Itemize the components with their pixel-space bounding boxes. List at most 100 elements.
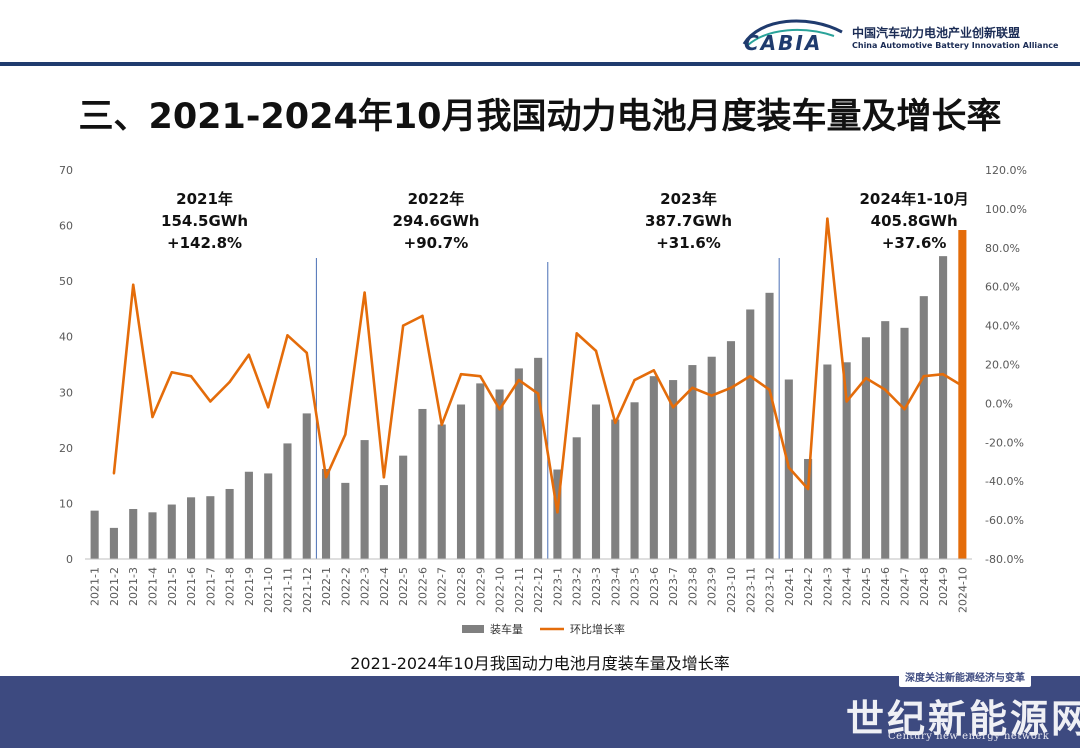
growth-point-2023-7 bbox=[671, 406, 675, 409]
bar-2021-9 bbox=[244, 471, 253, 559]
growth-point-2021-6 bbox=[189, 374, 193, 378]
bar-2023-10 bbox=[726, 341, 736, 559]
bar-2024-4 bbox=[842, 362, 851, 559]
growth-point-2022-10 bbox=[498, 408, 501, 411]
bar-2023-3 bbox=[591, 404, 601, 559]
growth-point-2023-12 bbox=[768, 388, 771, 391]
x-tick-2024-7: 2024-7 bbox=[899, 567, 912, 606]
bar-2023-8 bbox=[688, 365, 697, 559]
bar-2022-10 bbox=[495, 389, 504, 559]
growth-point-2024-8 bbox=[922, 374, 925, 378]
annotation-4-line-1: 2024年1-10月 bbox=[860, 190, 969, 208]
x-tick-2021-12: 2021-12 bbox=[301, 567, 314, 613]
growth-point-2024-10 bbox=[961, 384, 964, 388]
growth-point-2024-7 bbox=[903, 408, 906, 411]
x-tick-2023-8: 2023-8 bbox=[686, 567, 699, 606]
growth-point-2023-11 bbox=[749, 374, 752, 378]
growth-point-2023-1 bbox=[556, 511, 559, 514]
annotation-1-line-1: 2021年 bbox=[176, 190, 233, 208]
left-tick-10: 10 bbox=[59, 497, 73, 510]
annotation-2-line-3: +90.7% bbox=[404, 234, 469, 252]
growth-point-2022-3 bbox=[363, 291, 366, 294]
growth-point-2021-12 bbox=[305, 351, 308, 355]
growth-point-2023-2 bbox=[575, 332, 578, 335]
bar-2023-7 bbox=[669, 380, 678, 559]
x-tick-2022-5: 2022-5 bbox=[397, 567, 410, 606]
legend-bar-label: 装车量 bbox=[490, 622, 523, 636]
x-tick-2022-10: 2022-10 bbox=[494, 567, 507, 613]
x-tick-2023-3: 2023-3 bbox=[590, 567, 603, 606]
growth-point-2022-11 bbox=[517, 378, 521, 382]
left-tick-0: 0 bbox=[66, 553, 73, 566]
growth-point-2021-4 bbox=[151, 415, 154, 419]
right-tick-0.0%: 0.0% bbox=[985, 397, 1013, 410]
x-tick-2022-4: 2022-4 bbox=[378, 567, 391, 606]
x-tick-2021-7: 2021-7 bbox=[204, 567, 217, 606]
growth-point-2023-3 bbox=[594, 349, 598, 353]
growth-point-2022-12 bbox=[536, 392, 540, 395]
growth-point-2021-11 bbox=[286, 334, 289, 337]
bar-2021-12 bbox=[302, 413, 311, 559]
bar-2024-3 bbox=[823, 364, 832, 559]
annotation-3-line-2: 387.7GWh bbox=[645, 212, 732, 230]
left-tick-70: 70 bbox=[59, 164, 73, 177]
bar-2024-8 bbox=[919, 296, 928, 559]
bar-2024-10 bbox=[958, 230, 967, 559]
annotation-4-line-2: 405.8GWh bbox=[871, 212, 958, 230]
bar-2022-3 bbox=[360, 440, 369, 559]
left-tick-30: 30 bbox=[59, 386, 73, 399]
growth-point-2021-7 bbox=[209, 400, 212, 403]
x-tick-2021-5: 2021-5 bbox=[166, 567, 179, 606]
bar-2021-2 bbox=[109, 527, 118, 559]
growth-point-2023-6 bbox=[652, 369, 656, 372]
bar-2023-12 bbox=[765, 292, 774, 559]
org-name-cn: 中国汽车动力电池产业创新联盟 bbox=[852, 26, 1021, 40]
bar-2023-5 bbox=[630, 402, 639, 559]
bar-2021-3 bbox=[129, 508, 138, 559]
x-tick-2022-2: 2022-2 bbox=[339, 567, 352, 606]
legend-line-label: 环比增长率 bbox=[570, 622, 625, 636]
logo-text: CABIA bbox=[744, 31, 822, 54]
x-tick-2022-8: 2022-8 bbox=[455, 567, 468, 606]
growth-point-2022-6 bbox=[421, 314, 424, 318]
growth-point-2024-4 bbox=[845, 400, 848, 403]
x-tick-2021-9: 2021-9 bbox=[243, 567, 256, 606]
right-tick-120.0%: 120.0% bbox=[985, 164, 1027, 177]
bar-2021-8 bbox=[225, 488, 234, 559]
bar-2022-2 bbox=[341, 482, 350, 559]
growth-point-2023-9 bbox=[710, 394, 713, 397]
bar-2021-11 bbox=[283, 443, 292, 559]
x-tick-2023-9: 2023-9 bbox=[706, 567, 719, 606]
annotation-2-line-1: 2022年 bbox=[408, 190, 465, 208]
bar-2022-11 bbox=[514, 368, 523, 559]
right-tick--80.0%: -80.0% bbox=[985, 553, 1024, 566]
x-tick-2021-10: 2021-10 bbox=[262, 567, 275, 613]
bar-2024-2 bbox=[804, 458, 813, 559]
right-tick-60.0%: 60.0% bbox=[985, 281, 1020, 294]
x-tick-2022-12: 2022-12 bbox=[532, 567, 545, 613]
growth-point-2022-4 bbox=[382, 476, 386, 479]
header-bar bbox=[0, 0, 1080, 66]
annotation-1-line-3: +142.8% bbox=[167, 234, 242, 252]
left-tick-20: 20 bbox=[59, 442, 73, 455]
bar-2023-11 bbox=[746, 309, 755, 559]
x-tick-2024-1: 2024-1 bbox=[783, 567, 796, 606]
bar-2022-6 bbox=[418, 408, 427, 559]
growth-point-2022-2 bbox=[344, 433, 347, 436]
annotation-4-line-3: +37.6% bbox=[882, 234, 947, 252]
x-tick-2024-10: 2024-10 bbox=[956, 567, 969, 613]
bar-2023-4 bbox=[611, 419, 620, 559]
bar-2023-2 bbox=[572, 437, 581, 559]
right-tick-80.0%: 80.0% bbox=[985, 242, 1020, 255]
x-tick-2021-3: 2021-3 bbox=[127, 567, 140, 606]
left-y-axis: 0 10 20 30 40 50 60 70 bbox=[59, 164, 73, 566]
right-tick--20.0%: -20.0% bbox=[985, 436, 1024, 449]
growth-point-2022-9 bbox=[479, 374, 482, 378]
x-tick-2023-1: 2023-1 bbox=[551, 567, 564, 606]
growth-point-2024-1 bbox=[787, 466, 791, 469]
growth-point-2022-1 bbox=[324, 476, 328, 479]
bar-2021-5 bbox=[167, 504, 176, 559]
x-tick-2023-4: 2023-4 bbox=[609, 567, 622, 606]
bar-series bbox=[90, 230, 967, 559]
x-axis: 2021-1 2021-2 2021-3 2021-4 2021-5 2021-6 2021… bbox=[89, 567, 970, 613]
